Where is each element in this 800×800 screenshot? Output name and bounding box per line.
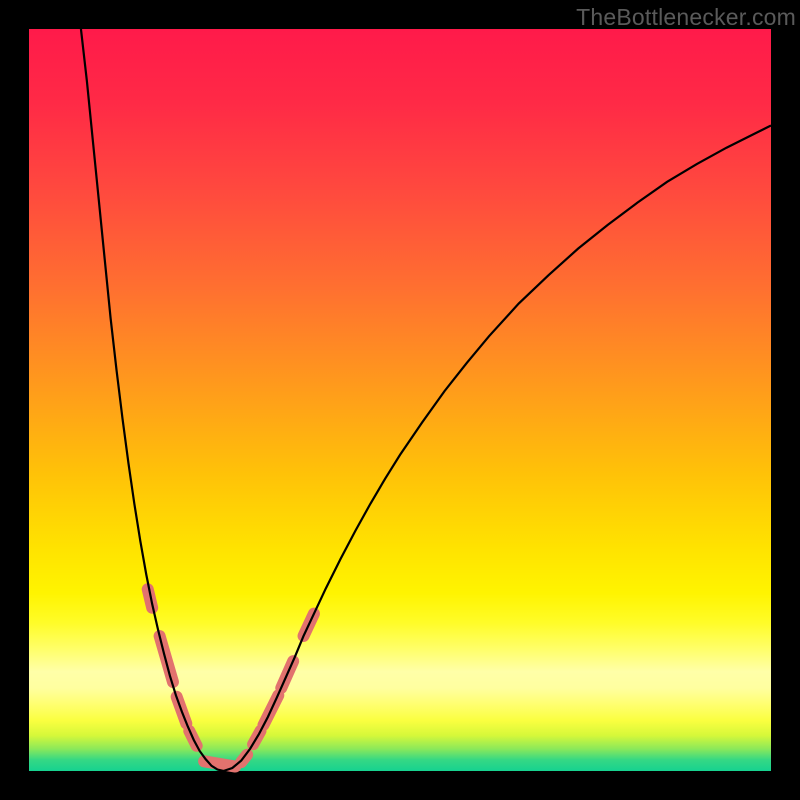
- plot-area: [29, 29, 771, 771]
- left-curve: [81, 29, 223, 771]
- right-curve: [223, 125, 771, 771]
- watermark: TheBottlenecker.com: [576, 4, 796, 31]
- root: TheBottlenecker.com: [0, 0, 800, 800]
- chart-svg: [29, 29, 771, 771]
- marker-layer: [148, 589, 314, 766]
